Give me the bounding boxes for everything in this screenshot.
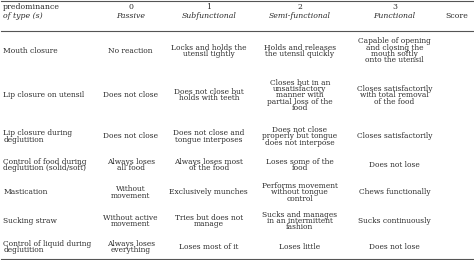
Text: 2: 2 <box>297 3 302 11</box>
Text: Control of liquid during: Control of liquid during <box>3 240 91 248</box>
Text: 0: 0 <box>128 3 133 11</box>
Text: Does not close: Does not close <box>103 132 158 140</box>
Text: Functional: Functional <box>374 12 416 20</box>
Text: everything: everything <box>110 246 151 254</box>
Text: Closes satisfactorily: Closes satisfactorily <box>357 85 432 93</box>
Text: Without: Without <box>116 185 146 193</box>
Text: Does not close and: Does not close and <box>173 129 245 137</box>
Text: Passive: Passive <box>116 12 145 20</box>
Text: Closes but in an: Closes but in an <box>270 79 330 87</box>
Text: food: food <box>292 104 308 112</box>
Text: food: food <box>292 164 308 172</box>
Text: all food: all food <box>117 164 145 172</box>
Text: Mouth closure: Mouth closure <box>3 47 58 55</box>
Text: Control of food during: Control of food during <box>3 158 87 166</box>
Text: Score: Score <box>446 12 469 20</box>
Text: onto the utensil: onto the utensil <box>365 56 424 64</box>
Text: the utensil quickly: the utensil quickly <box>265 50 334 58</box>
Text: in an intermittent: in an intermittent <box>267 217 333 225</box>
Text: of the food: of the food <box>189 164 229 172</box>
Text: Always loses: Always loses <box>107 240 155 248</box>
Text: Loses most of it: Loses most of it <box>179 243 238 251</box>
Text: deglutition (solid/soft): deglutition (solid/soft) <box>3 164 86 172</box>
Text: Always loses: Always loses <box>107 158 155 166</box>
Text: mouth softly: mouth softly <box>371 50 418 58</box>
Text: Subfunctional: Subfunctional <box>182 12 236 20</box>
Text: movement: movement <box>111 192 150 199</box>
Text: Always loses most: Always loses most <box>174 158 243 166</box>
Text: Exclusively munches: Exclusively munches <box>169 188 248 196</box>
Text: holds with teeth: holds with teeth <box>179 94 239 102</box>
Text: of type (s): of type (s) <box>3 12 43 20</box>
Text: without tongue: without tongue <box>272 188 328 196</box>
Text: No reaction: No reaction <box>109 47 153 55</box>
Text: Does not close but: Does not close but <box>174 88 244 96</box>
Text: Semi-functional: Semi-functional <box>269 12 331 20</box>
Text: predominance: predominance <box>3 3 60 11</box>
Text: Lip closure on utensil: Lip closure on utensil <box>3 91 84 99</box>
Text: Closes satisfactorily: Closes satisfactorily <box>357 132 432 140</box>
Text: control: control <box>286 195 313 203</box>
Text: Sucks and manages: Sucks and manages <box>262 211 337 219</box>
Text: Lip closure during: Lip closure during <box>3 129 73 137</box>
Text: manner with: manner with <box>276 91 324 99</box>
Text: deglutition: deglutition <box>3 136 44 144</box>
Text: Performs movement: Performs movement <box>262 182 337 190</box>
Text: Loses little: Loses little <box>279 243 320 251</box>
Text: Without active: Without active <box>103 214 158 222</box>
Text: Locks and holds the: Locks and holds the <box>171 43 246 51</box>
Text: Sucking straw: Sucking straw <box>3 217 57 225</box>
Text: utensil tightly: utensil tightly <box>183 50 235 58</box>
Text: unsatisfactory: unsatisfactory <box>273 85 327 93</box>
Text: with total removal: with total removal <box>360 91 429 99</box>
Text: Loses some of the: Loses some of the <box>266 158 334 166</box>
Text: Sucks continuously: Sucks continuously <box>358 217 431 225</box>
Text: 1: 1 <box>206 3 211 11</box>
Text: Does not lose: Does not lose <box>369 243 420 251</box>
Text: Capable of opening: Capable of opening <box>358 37 431 45</box>
Text: Mastication: Mastication <box>3 188 48 196</box>
Text: fashion: fashion <box>286 223 313 231</box>
Text: properly but tongue: properly but tongue <box>262 132 337 140</box>
Text: and closing the: and closing the <box>366 43 423 51</box>
Text: Holds and releases: Holds and releases <box>264 43 336 51</box>
Text: Does not close: Does not close <box>272 126 327 134</box>
Text: partial loss of the: partial loss of the <box>267 98 333 106</box>
Text: tongue interposes: tongue interposes <box>175 136 243 144</box>
Text: deglutition: deglutition <box>3 246 44 254</box>
Text: 3: 3 <box>392 3 397 11</box>
Text: Does not lose: Does not lose <box>369 161 420 169</box>
Text: Does not close: Does not close <box>103 91 158 99</box>
Text: movement: movement <box>111 220 150 228</box>
Text: Chews functionally: Chews functionally <box>359 188 430 196</box>
Text: Tries but does not: Tries but does not <box>175 214 243 222</box>
Text: of the food: of the food <box>374 98 415 106</box>
Text: does not interpose: does not interpose <box>265 139 335 147</box>
Text: manage: manage <box>194 220 224 228</box>
